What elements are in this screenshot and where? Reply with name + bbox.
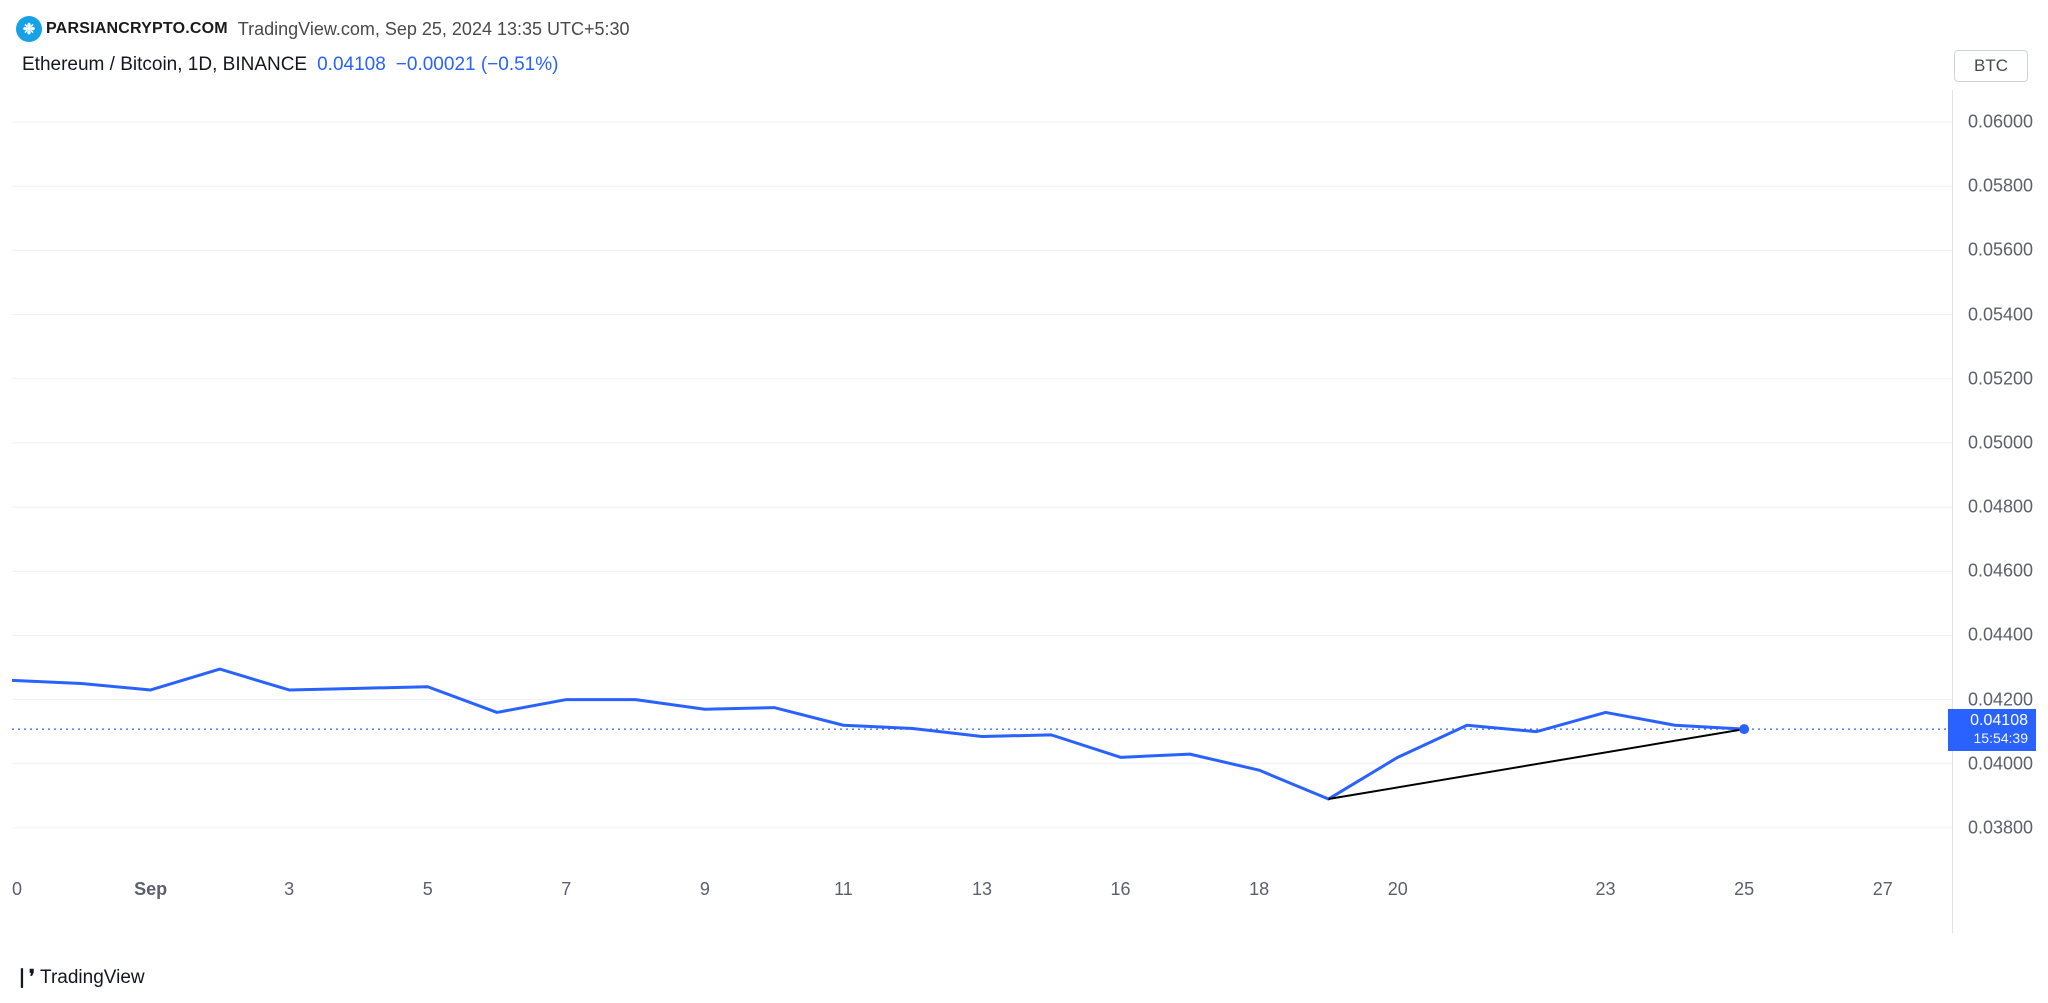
y-tick-label: 0.04400	[1968, 625, 2033, 646]
watermark-brand: PARSIANCRYPTO.COM	[46, 20, 228, 38]
svg-text:20: 20	[1388, 879, 1408, 899]
svg-text:18: 18	[1249, 879, 1269, 899]
watermark-icon: ❉	[16, 16, 42, 42]
svg-text:9: 9	[700, 879, 710, 899]
symbol-price: 0.04108	[317, 54, 386, 76]
y-tick-label: 0.04000	[1968, 753, 2033, 774]
symbol-change: −0.00021 (−0.51%)	[396, 54, 559, 76]
last-price-value: 0.04108	[1956, 712, 2028, 730]
y-axis-border	[1952, 90, 1953, 933]
svg-text:16: 16	[1111, 879, 1131, 899]
svg-text:3: 3	[284, 879, 294, 899]
price-chart[interactable]: 30 Sep 3 5 7 9 11 13 16 18 20 23 25 27	[12, 90, 1952, 910]
y-tick-label: 0.05400	[1968, 304, 2033, 325]
svg-text:30: 30	[12, 879, 22, 899]
svg-text:27: 27	[1873, 879, 1893, 899]
y-tick-label: 0.03800	[1968, 817, 2033, 838]
y-tick-label: 0.04200	[1968, 689, 2033, 710]
y-tick-label: 0.05600	[1968, 240, 2033, 261]
y-tick-label: 0.06000	[1968, 112, 2033, 133]
unit-selector[interactable]: BTC	[1954, 50, 2028, 82]
symbol-pair: Ethereum / Bitcoin, 1D, BINANCE	[22, 54, 307, 76]
source-line: ❉ PARSIANCRYPTO.COM TradingView.com, Sep…	[14, 14, 2034, 44]
svg-text:7: 7	[561, 879, 571, 899]
svg-text:13: 13	[972, 879, 992, 899]
y-tick-label: 0.04800	[1968, 497, 2033, 518]
svg-text:Sep: Sep	[134, 879, 167, 899]
svg-text:11: 11	[834, 879, 853, 899]
last-price-badge: 0.04108 15:54:39	[1948, 709, 2036, 750]
y-tick-label: 0.05200	[1968, 368, 2033, 389]
y-tick-label: 0.04600	[1968, 561, 2033, 582]
chart-svg: 30 Sep 3 5 7 9 11 13 16 18 20 23 25 27	[12, 90, 1952, 910]
svg-text:5: 5	[423, 879, 433, 899]
watermark-logo: ❉ PARSIANCRYPTO.COM	[14, 14, 234, 44]
tradingview-icon: ❘❜	[14, 966, 34, 989]
attribution-text: TradingView	[40, 967, 145, 989]
symbol-header: Ethereum / Bitcoin, 1D, BINANCE 0.04108 …	[22, 54, 558, 76]
y-tick-label: 0.05800	[1968, 176, 2033, 197]
source-text: TradingView.com, Sep 25, 2024 13:35 UTC+…	[238, 19, 630, 40]
svg-text:25: 25	[1734, 879, 1754, 899]
last-price-time: 15:54:39	[1956, 730, 2028, 746]
svg-text:23: 23	[1596, 879, 1616, 899]
y-tick-label: 0.05000	[1968, 432, 2033, 453]
attribution: ❘❜ TradingView	[14, 966, 145, 989]
